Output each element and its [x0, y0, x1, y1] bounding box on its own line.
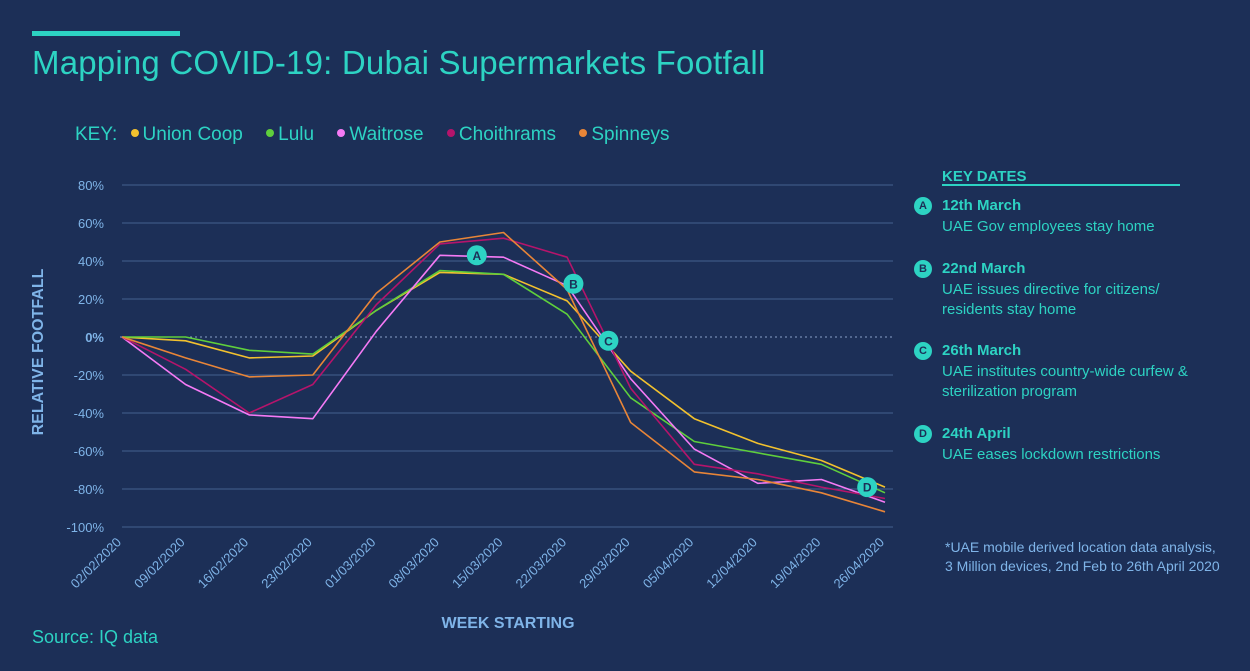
source-note: Source: IQ data: [32, 627, 159, 647]
key-dates-title: KEY DATES: [942, 168, 1027, 185]
key-date-description: UAE eases lockdown restrictions: [942, 446, 1161, 463]
legend-item-waitrose: Waitrose: [337, 124, 424, 145]
series-line-lulu: [122, 269, 886, 494]
legend-dot: [266, 128, 275, 137]
key-date-description: UAE issues directive for citizens/ resid…: [942, 281, 1160, 318]
key-date-badge: D: [914, 425, 932, 443]
y-tick-label: -60%: [74, 444, 105, 459]
legend-dot: [130, 128, 139, 137]
event-marker-a: A: [466, 245, 487, 266]
legend-item-spinneys: Spinneys: [579, 124, 670, 145]
event-marker-label: B: [569, 277, 578, 291]
y-tick-label: 40%: [78, 254, 104, 269]
y-tick-label: 20%: [78, 292, 104, 307]
y-tick-label: -40%: [74, 406, 105, 421]
x-tick-label: 19/04/2020: [767, 535, 824, 592]
event-marker-label: C: [604, 334, 613, 348]
event-marker-b: B: [563, 273, 584, 294]
x-tick-label: 16/02/2020: [195, 535, 252, 592]
key-date-description: UAE Gov employees stay home: [942, 218, 1155, 235]
event-marker-circle: [598, 330, 619, 351]
chart-legend: KEY: Union Coop Lulu Waitrose Choithrams…: [75, 124, 688, 146]
event-marker-label: A: [472, 249, 481, 263]
legend-item-lulu: Lulu: [266, 124, 314, 145]
legend-item-union-coop: Union Coop: [130, 124, 243, 145]
series-line-waitrose: [121, 254, 886, 504]
y-tick-label: -20%: [74, 368, 105, 383]
event-marker-d: D: [857, 477, 878, 498]
key-date-badge: A: [914, 197, 932, 215]
x-tick-label: 05/04/2020: [640, 535, 697, 592]
x-tick-label: 15/03/2020: [449, 535, 506, 592]
x-tick-label: 23/02/2020: [258, 535, 315, 592]
x-tick-label: 26/04/2020: [830, 535, 887, 592]
x-tick-label: 09/02/2020: [131, 535, 188, 592]
y-tick-label: -100%: [66, 520, 104, 535]
x-tick-label: 01/03/2020: [322, 535, 379, 592]
key-date-badge: B: [914, 260, 932, 278]
event-marker-circle: [466, 245, 487, 266]
key-dates-underline: [942, 184, 1180, 186]
y-tick-label: 80%: [78, 178, 104, 193]
key-date-date: 12th March: [942, 197, 1022, 214]
x-tick-label: 29/03/2020: [576, 535, 633, 592]
key-date-description: UAE institutes country-wide curfew & ste…: [942, 363, 1188, 400]
legend-dot: [579, 128, 588, 137]
x-tick-label: 22/03/2020: [513, 535, 570, 592]
series-line-spinneys: [121, 231, 886, 513]
legend-key-label: KEY:: [75, 124, 118, 145]
y-axis-label: RELATIVE FOOTFALL: [30, 268, 47, 435]
event-marker-circle: [563, 273, 584, 294]
event-marker-label: D: [863, 481, 872, 495]
series-line-choithrams: [121, 237, 886, 500]
key-date-date: 24th April: [942, 425, 1011, 442]
key-date-date: 26th March: [942, 342, 1022, 359]
y-tick-label: 0%: [85, 330, 104, 345]
legend-dot: [446, 128, 455, 137]
x-tick-label: 02/02/2020: [67, 535, 124, 592]
event-marker-c: C: [598, 330, 619, 351]
legend-item-choithrams: Choithrams: [446, 124, 556, 145]
title-accent-bar: [32, 31, 180, 36]
key-date-badge: C: [914, 342, 932, 360]
x-axis-label: WEEK STARTING: [441, 615, 574, 632]
page-title: Mapping COVID-19: Dubai Supermarkets Foo…: [32, 44, 766, 81]
y-tick-label: -80%: [74, 482, 105, 497]
event-marker-circle: [857, 477, 878, 498]
footnote: *UAE mobile derived location data analys…: [945, 539, 1220, 574]
legend-dot: [337, 128, 346, 137]
x-tick-label: 08/03/2020: [385, 535, 442, 592]
y-tick-label: 60%: [78, 216, 104, 231]
x-tick-label: 12/04/2020: [703, 535, 760, 592]
key-date-date: 22nd March: [942, 260, 1026, 277]
